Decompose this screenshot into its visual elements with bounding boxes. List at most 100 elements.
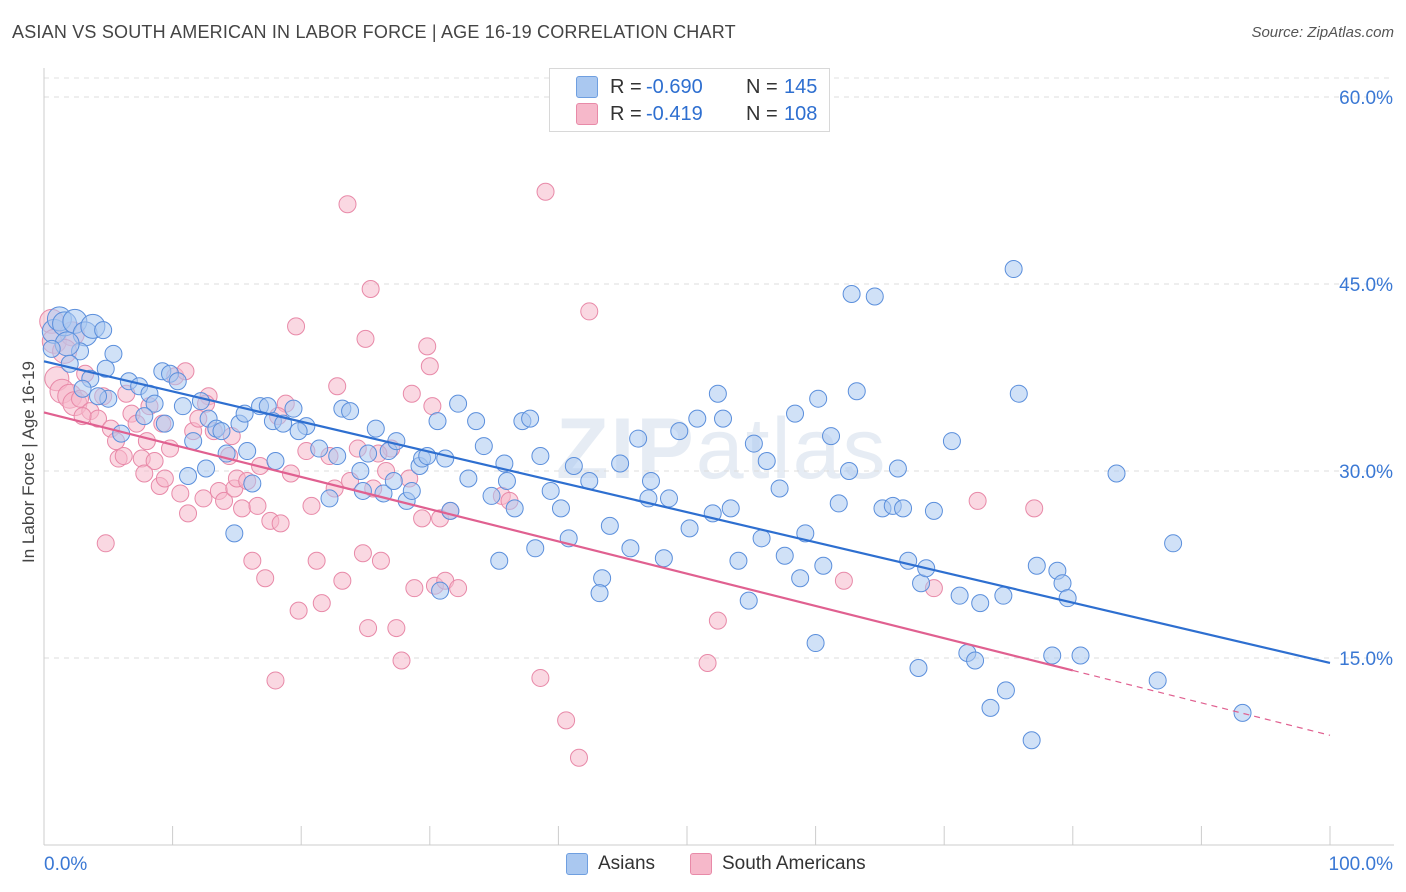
south-american-point	[338, 195, 357, 214]
grid-lines	[44, 77, 1394, 659]
asian-point	[796, 524, 815, 543]
south-american-point	[418, 337, 437, 356]
asian-point	[1022, 731, 1041, 750]
south-american-point	[392, 651, 411, 670]
south-american-point	[243, 551, 262, 570]
legend-swatch-asians	[576, 76, 598, 98]
south-american-point	[708, 611, 727, 630]
south-american-point	[531, 668, 550, 687]
asian-point	[243, 474, 262, 493]
asian-point	[289, 422, 308, 441]
south-american-point	[256, 569, 275, 588]
legend-swatch-south-americans	[576, 103, 598, 125]
south-american-point	[371, 551, 390, 570]
south-americans-label: South Americans	[722, 853, 866, 874]
asian-point	[924, 501, 943, 520]
asians-trend-line	[43, 360, 1331, 665]
asian-point	[971, 594, 990, 613]
asian-point	[791, 569, 810, 588]
south-american-point	[420, 357, 439, 376]
south-american-point	[387, 619, 406, 638]
asian-point	[320, 489, 339, 508]
south-american-point	[328, 377, 347, 396]
asian-point	[526, 539, 545, 558]
asian-point	[184, 432, 203, 451]
south-american-point	[423, 397, 442, 416]
asian-point	[680, 519, 699, 538]
asian-point	[225, 524, 244, 543]
asian-point	[757, 452, 776, 471]
asian-point	[541, 481, 560, 500]
asian-point	[89, 387, 108, 406]
asian-point	[449, 394, 468, 413]
asian-point	[708, 384, 727, 403]
south-american-point	[413, 509, 432, 528]
south-american-point	[359, 619, 378, 638]
watermark-zip: ZIP	[556, 401, 696, 497]
south-american-point	[96, 534, 115, 553]
south-american-point	[155, 469, 174, 488]
asians-swatch	[566, 853, 588, 875]
asian-point	[179, 466, 198, 485]
asians-label: Asians	[598, 853, 656, 874]
asian-point	[173, 397, 192, 416]
x-tick-label-max: 100.0%	[1329, 854, 1394, 875]
asian-point	[505, 499, 524, 518]
asian-point	[366, 419, 385, 438]
asian-point	[531, 447, 550, 466]
asian-point	[135, 407, 154, 426]
legend-row-south-americans: R = -0.419 N = 108	[576, 101, 817, 127]
asian-point	[155, 414, 174, 433]
south-american-point	[194, 489, 213, 508]
y-tick-label: 30.0%	[1339, 462, 1393, 483]
legend-r-value: -0.419	[646, 102, 703, 125]
asian-point	[1233, 703, 1252, 722]
asian-point	[42, 339, 61, 358]
asian-point	[238, 442, 257, 461]
chart-title: ASIAN VS SOUTH AMERICAN IN LABOR FORCE |…	[12, 22, 736, 42]
south-american-point	[356, 329, 375, 348]
south-american-point	[834, 571, 853, 590]
south-americans-trend-line	[43, 411, 1074, 672]
asian-point	[888, 459, 907, 478]
asian-point	[1071, 646, 1090, 665]
asian-point	[490, 551, 509, 570]
legend-item-south-americans[interactable]: South Americans	[690, 852, 866, 876]
asian-point	[865, 287, 884, 306]
asian-point	[431, 581, 450, 600]
south-american-point	[312, 594, 331, 613]
asian-point	[459, 469, 478, 488]
legend-item-asians[interactable]: Asians	[566, 852, 655, 876]
legend-r-label: R =	[610, 75, 642, 98]
asian-point	[168, 372, 187, 391]
legend-n-value: 145	[784, 75, 818, 98]
legend-n-label: N =	[746, 102, 778, 125]
asian-point	[1164, 534, 1183, 553]
asian-point	[73, 379, 92, 398]
south-american-point	[114, 447, 133, 466]
south-american-point	[449, 579, 468, 598]
asian-point	[104, 344, 123, 363]
asian-point	[600, 516, 619, 535]
asian-point	[384, 471, 403, 490]
asian-point	[822, 427, 841, 446]
asian-point	[688, 409, 707, 428]
asian-point	[359, 444, 378, 463]
south-american-point	[405, 579, 424, 598]
asian-point	[474, 437, 493, 456]
asian-point	[497, 471, 516, 490]
south-american-point	[569, 748, 588, 767]
south-american-point	[353, 544, 372, 563]
south-american-point	[179, 504, 198, 523]
asian-point	[752, 529, 771, 548]
south-american-point	[266, 671, 285, 690]
asian-point	[266, 452, 285, 471]
asian-point	[994, 586, 1013, 605]
asian-point	[1027, 556, 1046, 575]
axes	[43, 68, 1394, 846]
south-american-point	[1025, 499, 1044, 518]
asian-point	[842, 284, 861, 303]
asian-point	[212, 422, 231, 441]
asian-point	[659, 489, 678, 508]
y-tick-label: 45.0%	[1339, 275, 1393, 296]
